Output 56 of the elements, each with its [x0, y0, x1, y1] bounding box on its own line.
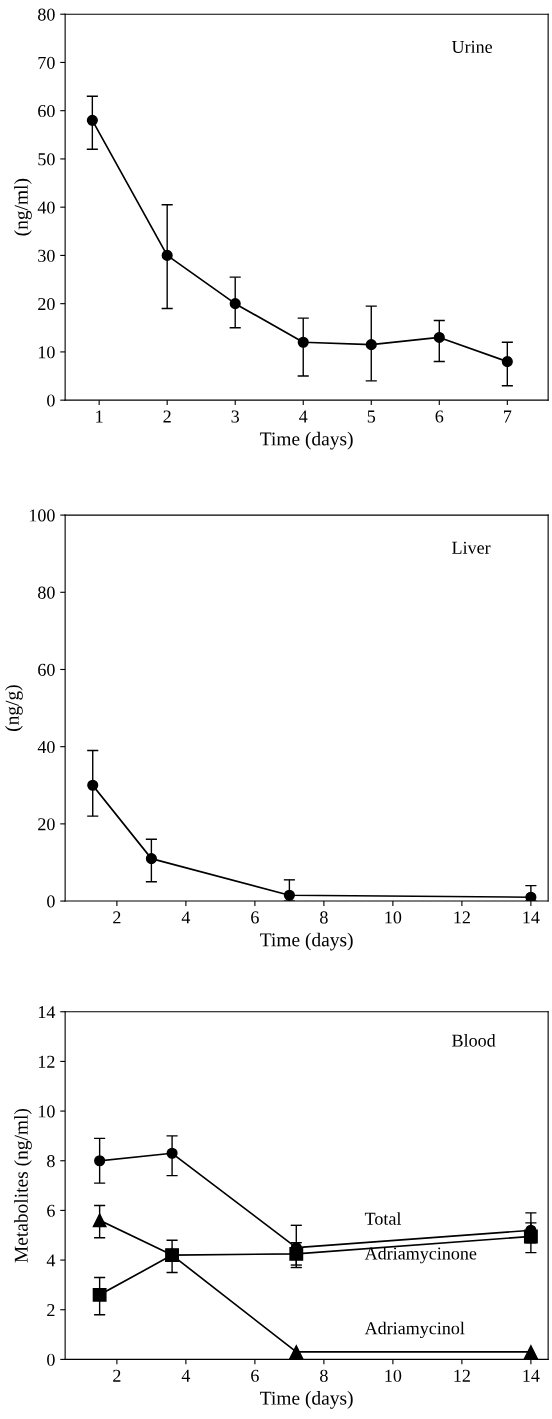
y-tick-label: 70 — [38, 56, 55, 69]
y-tick-label: 2 — [47, 1304, 55, 1316]
x-tick-label: 8 — [320, 911, 328, 924]
annotation: Liver — [452, 541, 491, 554]
x-axis-title: Time (days) — [260, 932, 353, 951]
x-tick-label: 1 — [96, 410, 103, 423]
x-tick-label: 14 — [523, 911, 540, 924]
y-tick-label: 60 — [38, 104, 55, 118]
y-tick-label: 4 — [46, 1254, 56, 1267]
y-tick-label: 8 — [47, 1155, 55, 1168]
x-tick-label: 12 — [454, 911, 470, 924]
series-label: Adriamycinone — [364, 1246, 477, 1264]
y-axis-title: (ng/g) — [5, 685, 23, 731]
x-axis-title: Time (days) — [260, 431, 353, 450]
x-tick-label: 10 — [385, 1369, 402, 1382]
x-tick-label: 3 — [231, 410, 240, 423]
annotation: Blood — [452, 1033, 496, 1047]
y-axis-title: Metabolites (ng/ml) — [14, 1108, 32, 1263]
x-tick-label: 2 — [163, 410, 171, 423]
y-tick-label: 80 — [38, 8, 55, 21]
y-tick-label: 100 — [29, 509, 55, 522]
x-tick-label: 4 — [181, 911, 191, 924]
x-tick-label: 5 — [367, 410, 376, 423]
y-tick-label: 0 — [47, 895, 55, 908]
x-tick-label: 4 — [299, 410, 308, 423]
x-tick-label: 6 — [435, 410, 444, 423]
x-axis-title: Time (days) — [260, 1391, 353, 1409]
y-tick-label: 10 — [38, 346, 55, 359]
x-tick-label: 6 — [251, 911, 259, 924]
y-tick-label: 0 — [47, 1353, 55, 1366]
x-tick-label: 2 — [113, 911, 121, 924]
x-tick-label: 14 — [523, 1369, 540, 1382]
x-tick-label: 6 — [251, 1369, 259, 1382]
y-axis-title: (ng/ml) — [14, 178, 32, 236]
x-tick-label: 2 — [113, 1369, 121, 1382]
x-tick-label: 12 — [454, 1369, 470, 1382]
y-tick-label: 6 — [47, 1204, 55, 1217]
y-tick-label: 30 — [38, 249, 55, 262]
y-tick-label: 10 — [38, 1105, 55, 1118]
x-tick-label: 10 — [385, 911, 402, 924]
y-tick-label: 50 — [38, 153, 55, 166]
y-tick-label: 20 — [38, 818, 55, 831]
x-tick-label: 8 — [320, 1369, 328, 1382]
series-label: Adriamycinol — [364, 1321, 465, 1339]
series-label: Total — [364, 1212, 402, 1225]
y-tick-label: 60 — [38, 663, 55, 676]
y-tick-label: 0 — [47, 394, 55, 407]
annotation: Urine — [451, 40, 493, 53]
y-tick-label: 14 — [38, 1006, 56, 1019]
y-tick-label: 12 — [38, 1055, 55, 1068]
y-tick-label: 40 — [37, 740, 55, 754]
y-tick-label: 80 — [38, 586, 55, 599]
y-tick-label: 40 — [37, 201, 55, 214]
y-tick-label: 20 — [38, 297, 55, 311]
x-tick-label: 4 — [181, 1369, 191, 1382]
x-tick-label: 7 — [504, 410, 512, 423]
